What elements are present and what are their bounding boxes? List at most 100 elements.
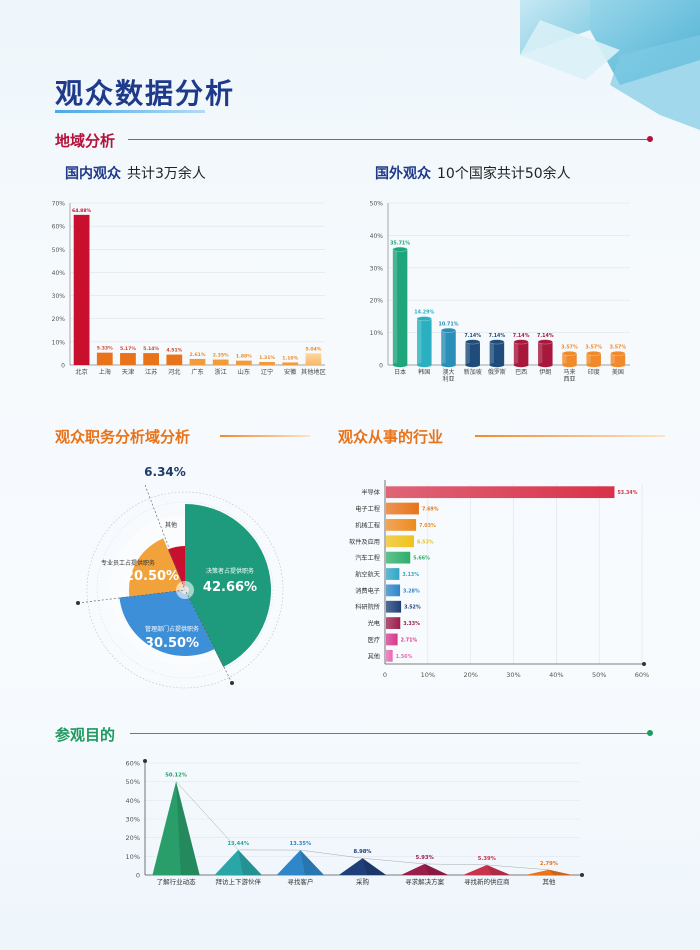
bar [386,617,401,629]
bar [212,359,229,365]
y-tick-label: 30% [52,293,66,300]
y-tick-label: 0 [379,363,383,370]
bar [440,327,457,368]
leader-line [77,589,186,604]
bar [586,350,602,368]
bar [143,353,160,365]
slice-label: 管理部门占提供职务 [145,625,199,633]
slice-label: 其他 [165,521,177,529]
y-tick-label: 50% [126,778,140,786]
bar [386,486,615,499]
data-label: 5.66% [413,556,430,562]
slice-label: 决策者占提供职务 [206,567,254,575]
data-label: 14.29% [414,310,434,316]
y-tick-label: 60% [126,760,140,768]
foreign-heading: 国外观众 10个国家共计50余人 [375,163,571,183]
data-label: 5.39% [478,856,497,862]
data-label: 8.98% [354,849,373,855]
axis-dot [143,759,147,763]
data-label: 2.79% [540,861,559,867]
bar-shade [486,864,511,875]
section-title-purpose: 参观目的 [55,726,116,744]
leader-line [144,484,186,591]
section-rule-industry [475,435,665,437]
x-tick-label: 伊朗 [539,368,551,376]
x-tick-label: 韩国 [418,368,430,376]
foreign-bar-chart: 0 10% 20% 30% 40% 50% 35.71% 日本 14.29% 韩国 10.71% 澳大… [370,201,630,383]
pie-slice [119,590,215,656]
data-label: 13.44% [227,841,249,847]
data-label: 7.14% [513,333,530,339]
data-label: 3.52% [404,605,421,611]
section-rule-purpose [130,733,650,734]
bar [259,361,275,365]
bar [189,358,206,365]
y-tick-label: 30% [126,816,140,824]
x-tick-label: 其他 [542,877,556,886]
x-tick-label: 40% [549,671,563,679]
y-tick-label: 10% [126,853,140,861]
x-tick-label: 山东 [238,368,250,376]
data-label: 5.04% [305,346,321,352]
x-tick-label: 河北 [168,368,181,376]
y-tick-label: 40% [126,797,140,805]
leader-line [184,589,233,684]
axis-dot [580,873,584,877]
trend-line [175,781,549,871]
bar [386,633,398,646]
data-label: 1.10% [282,355,298,361]
bar [561,350,578,368]
y-tick-label: 50% [52,247,66,254]
y-tick-label: 20% [52,316,66,323]
slice-value: 42.66% [203,580,257,595]
bar-shade [548,869,573,875]
data-label: 2.35% [213,353,229,359]
data-label: 5.14% [143,346,159,352]
section-rule-job [220,435,310,437]
x-tick-label: 寻找新的供应商 [464,877,510,886]
bar [392,246,408,368]
bar [73,214,90,365]
data-label: 2.61% [190,352,206,358]
y-tick-label: 电子工程 [355,505,380,513]
data-label: 7.14% [537,333,554,339]
domestic-subtitle: 共计3万余人 [127,166,206,182]
y-tick-label: 科研院所 [355,603,380,611]
data-label: 5.33% [97,346,113,352]
x-tick-label: 巴西 [515,369,527,376]
y-tick-label: 40% [52,270,66,277]
domestic-title: 国内观众 [65,166,121,182]
data-label: 4.51% [166,348,182,354]
y-tick-label: 0 [136,872,140,880]
y-tick-label: 0 [61,363,65,370]
data-label: 35.71% [390,240,410,246]
x-tick-label: 新加坡 [464,368,482,376]
slice-value: 20.50% [125,569,179,584]
domestic-bar-chart: 0 10% 20% 30% 40% 50% 60% 70% 64.88% 北京 5.33% 上海 5.1… [52,201,326,377]
bar-shade [300,850,324,875]
data-label: 3.57% [561,344,578,350]
bar [214,849,262,875]
x-tick-label: 安徽 [284,368,297,376]
data-label: 5.93% [416,855,435,861]
data-label: 1.88% [236,354,252,360]
data-label: 3.57% [585,344,602,350]
bar [282,362,299,365]
y-tick-label: 10% [52,339,66,346]
bar-shade [424,863,449,875]
bar [96,352,113,365]
data-label: 64.88% [72,208,92,214]
bar [152,781,200,875]
section-rule-dot-purpose [647,730,653,736]
data-label: 3.28% [403,588,420,594]
inner-ring [96,501,274,679]
y-tick-label: 汽车工程 [355,554,380,562]
x-tick-label: 俄罗斯 [488,368,506,376]
data-label: 2.71% [401,637,418,643]
purpose-chart: 0 10% 20% 30% 40% 50% 60% 50.12% 了解行业动态 13.44% 拜访上… [126,759,584,886]
y-tick-label: 20% [126,834,140,842]
x-tick-label: 辽宁 [261,368,273,376]
outer-ring [86,491,284,689]
x-tick-label: 采购 [356,877,370,886]
x-tick-label: 0 [383,671,387,679]
